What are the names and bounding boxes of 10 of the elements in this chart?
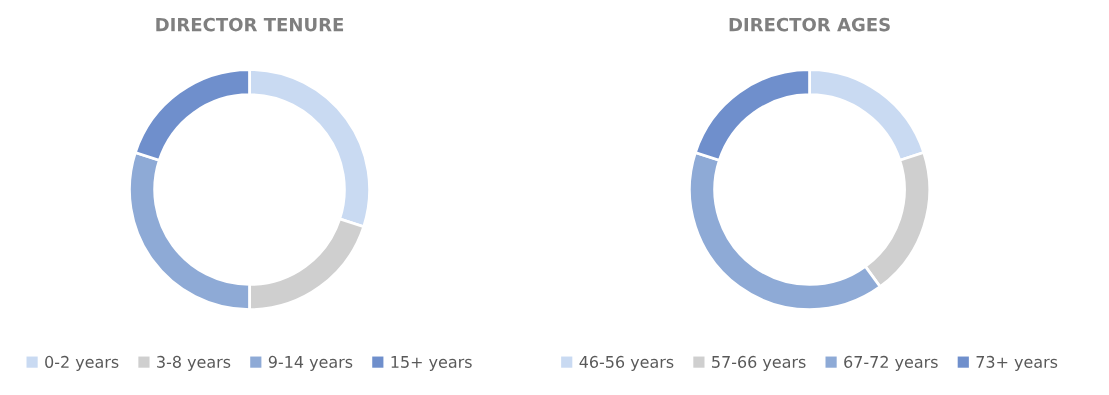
legend-label: 3-8 years [157,355,231,372]
chart-title: DIRECTOR TENURE [156,17,344,32]
legend-label: 9-14 years [268,355,353,372]
legend-label: 73+ years [976,355,1058,372]
chart-title: DIRECTOR AGES [729,17,890,32]
legend-label: 15+ years [391,356,472,372]
legend-label: 46-56 years [579,355,674,372]
legend-label: 0-2 years [45,355,119,372]
legend-label: 67-72 years [844,355,938,372]
legend-label: 57-66 years [712,355,806,372]
